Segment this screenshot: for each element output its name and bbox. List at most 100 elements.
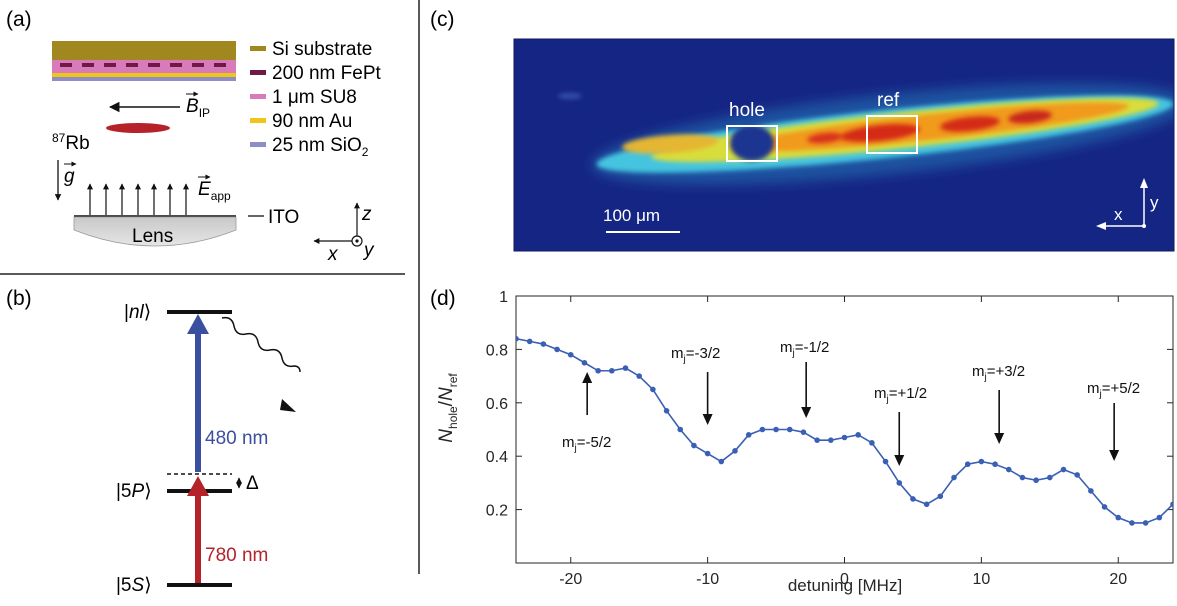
data-point [759, 426, 766, 433]
data-point [581, 359, 588, 366]
lens [73, 216, 237, 247]
data-point [869, 440, 875, 446]
x-tick-label: -20 [559, 571, 582, 588]
legend-si: Si substrate [272, 39, 372, 60]
data-point [1170, 501, 1173, 508]
data-point [937, 493, 944, 500]
data-point [1047, 474, 1053, 481]
data-point [595, 367, 601, 374]
x-tick-label: 0 [840, 571, 849, 588]
data-point [718, 458, 725, 465]
y-axis-label: Nhole/Nref [436, 373, 460, 443]
detuning-label: Δ [246, 473, 259, 494]
image-axis-x: x [1114, 205, 1123, 224]
data-point [1074, 472, 1080, 478]
data-point [828, 437, 834, 443]
x-tick-label: 10 [972, 571, 990, 588]
data-point [773, 426, 779, 433]
decay-wavy-arrow [221, 316, 301, 373]
level-label-nl: |nl⟩ [124, 302, 151, 323]
rb-label: 87Rb [52, 131, 90, 154]
data-point [992, 461, 998, 468]
plot-frame [515, 295, 1174, 564]
mj-label-m5: mj=-5/2 [562, 434, 611, 454]
image-frame [513, 38, 1175, 252]
data-point [704, 450, 711, 457]
data-point [609, 367, 615, 374]
atom-cloud [106, 123, 170, 133]
axis-z: z [361, 204, 372, 225]
mj-label-p1: mj=+1/2 [874, 385, 927, 405]
data-point [1142, 520, 1149, 526]
data-point [896, 480, 903, 486]
data-point [1156, 514, 1163, 521]
e-field-arrows [87, 183, 189, 215]
x-tick-label: 20 [1109, 571, 1127, 588]
mj-arrow-head [801, 407, 812, 418]
region-hole-box [726, 125, 778, 162]
coordinate-axes: z x y [313, 202, 375, 265]
y-tick-label: 1 [499, 289, 508, 306]
data-point [650, 386, 656, 393]
red-laser-label: 780 nm [205, 545, 268, 566]
data-point [540, 341, 547, 347]
level-label-5p: |5P⟩ [116, 481, 152, 502]
x-tick-label: -10 [696, 571, 719, 588]
data-point [841, 434, 848, 441]
panel-label-d: (d) [430, 287, 456, 310]
data-point [882, 458, 889, 465]
legend-sio2: 25 nm SiO2 [272, 135, 369, 159]
ito-label: ITO [268, 207, 299, 228]
data-point [745, 432, 752, 438]
legend-fept: 200 nm FePt [272, 63, 381, 84]
mj-arrow-head [582, 372, 593, 383]
data-point [1033, 477, 1039, 484]
data-point [1101, 504, 1108, 510]
mj-label-m3: mj=-3/2 [671, 345, 720, 365]
region-hole-label: hole [729, 100, 765, 121]
data-point [1115, 514, 1122, 521]
axis-x: x [327, 244, 339, 265]
region-ref-box [866, 115, 918, 154]
data-point [732, 448, 738, 454]
scale-bar-label: 100 μm [603, 206, 660, 225]
x-axis-label: detuning [MHz] [788, 576, 902, 595]
image-axis-y: y [1150, 193, 1159, 212]
b-field-label: BIP [186, 96, 210, 120]
mj-label-m1: mj=-1/2 [780, 339, 829, 359]
data-point [786, 426, 793, 433]
legend-au: 90 nm Au [272, 111, 352, 132]
data-point [923, 501, 930, 508]
data-point [814, 437, 820, 443]
e-field-label: Eapp [198, 179, 231, 203]
lens-label: Lens [132, 226, 173, 247]
data-point [516, 335, 519, 342]
data-point [855, 432, 861, 438]
spectrum-plot: -20 -10 0 10 20 0.2 0.4 0.6 0.8 1 [486, 289, 1174, 588]
layer-legend: Si substrate 200 nm FePt 1 μm SU8 90 nm … [250, 39, 381, 159]
data-point [636, 373, 642, 379]
panel-label-b: (b) [6, 287, 32, 310]
panel-label-a: (a) [6, 8, 32, 31]
data-point [622, 365, 629, 371]
data-point [800, 429, 807, 435]
data-point [978, 458, 985, 465]
data-point [951, 474, 957, 481]
mj-arrow-head [702, 414, 713, 425]
data-point [1019, 474, 1026, 481]
data-point [691, 442, 697, 449]
data-point [1088, 488, 1094, 494]
panel-label-c: (c) [430, 8, 455, 31]
data-point [964, 461, 971, 468]
data-point [677, 426, 684, 433]
level-diagram: |nl⟩ |5P⟩ |5S⟩ 480 nm 780 nm Δ [116, 302, 301, 596]
y-tick-label: 0.8 [486, 342, 508, 359]
data-point [567, 351, 574, 358]
mj-label-p3: mj=+3/2 [972, 363, 1025, 383]
blue-laser-label: 480 nm [205, 428, 268, 449]
mj-arrow-head [994, 433, 1005, 444]
gravity-label: g [64, 166, 75, 187]
mj-label-p5: mj=+5/2 [1087, 380, 1140, 400]
data-point [554, 346, 560, 353]
